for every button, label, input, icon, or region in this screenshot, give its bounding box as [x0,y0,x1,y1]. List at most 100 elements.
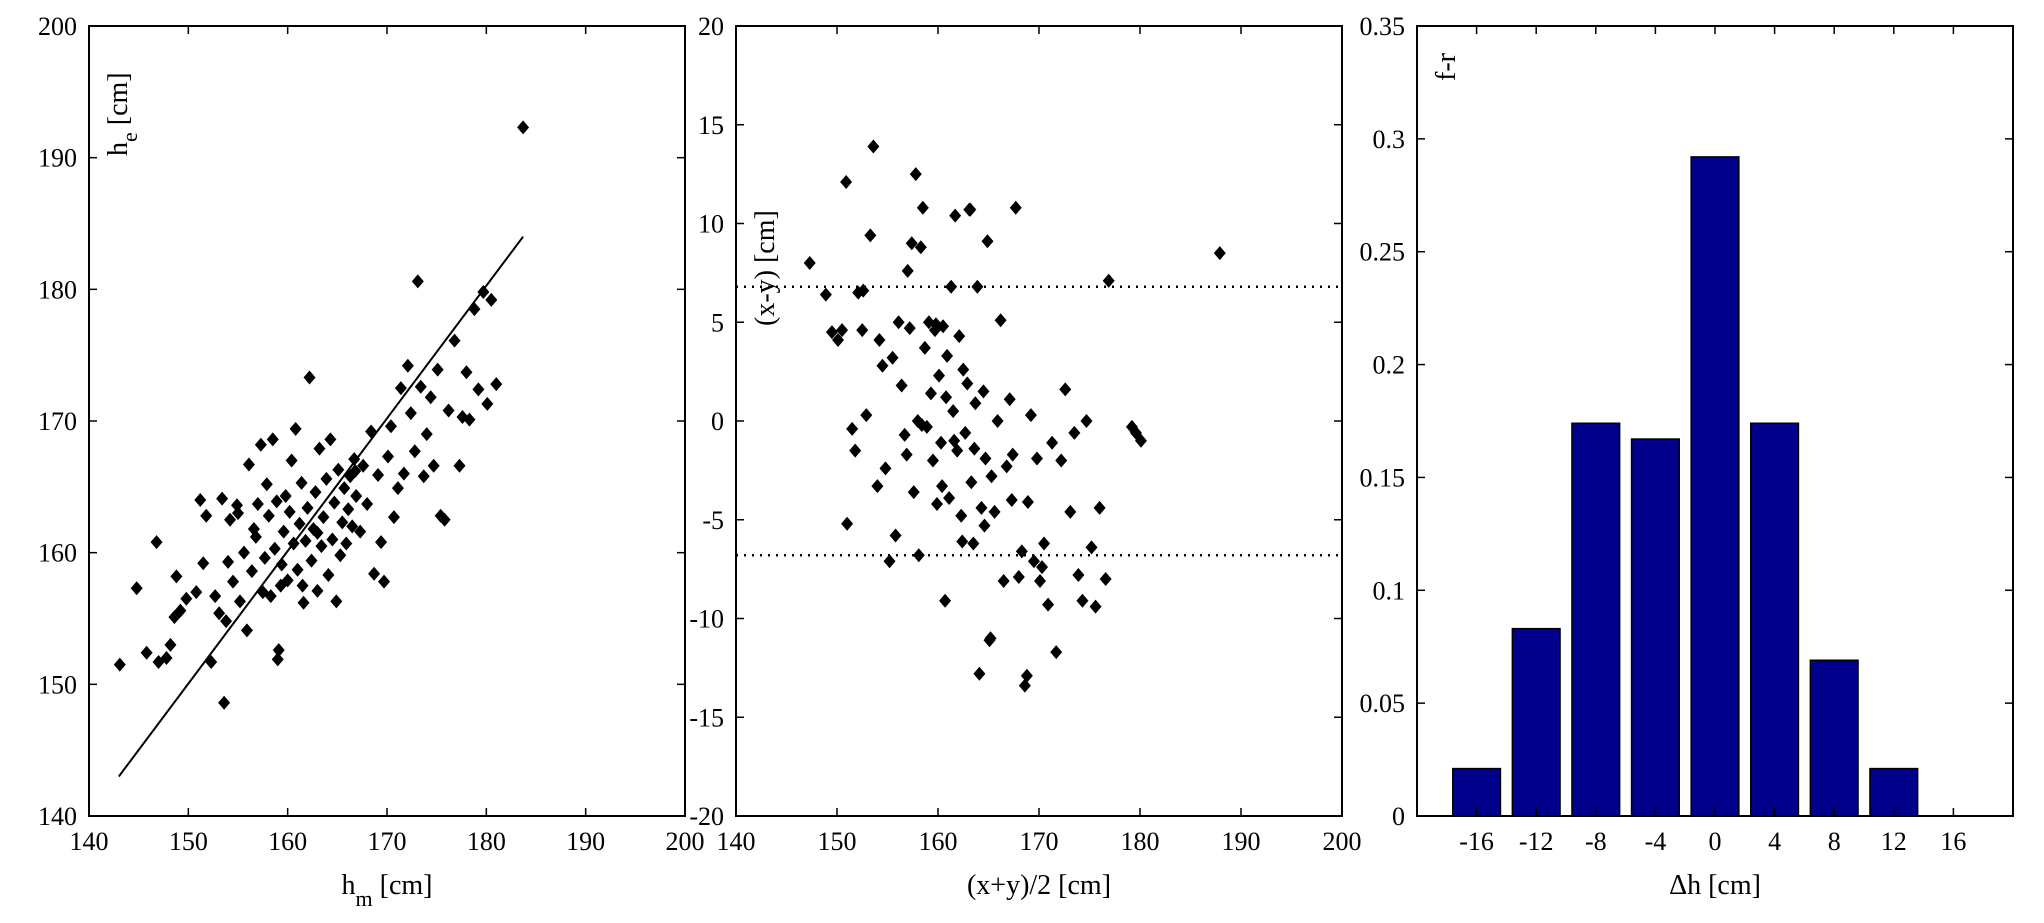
scatter-point [209,589,222,604]
scatter-point [222,554,235,569]
scatter-point [251,496,264,511]
y-axis-label: f-r [1431,52,1462,81]
scatter-point [174,603,187,618]
scatter-point [289,421,302,436]
scatter-point [895,378,908,393]
scatter-point [1036,560,1049,575]
scatter-point [266,432,279,447]
scatter-point [1064,504,1077,519]
scatter-point [368,566,381,581]
y-tick-label: 190 [38,144,77,173]
scatter-point [334,548,347,563]
scatter-point [285,453,298,468]
scatter-point [291,562,304,577]
scatter-point [953,329,966,344]
scatter-point [431,362,444,377]
scatter-point [490,377,503,392]
scatter-point [463,412,476,427]
scatter-point [354,524,367,539]
y-tick-label: 180 [38,275,77,304]
scatter-point [914,240,927,255]
y-tick-label: 200 [38,12,77,41]
scatter-point [971,279,984,294]
scatter-point [283,504,296,519]
regression-line [117,236,524,778]
scatter-point [242,457,255,472]
scatter-point [408,444,421,459]
scatter-point [468,302,481,317]
x-tick-label: 160 [268,827,307,856]
scatter-point [1213,246,1226,261]
scatter-point [1080,414,1093,428]
scatter-point [270,494,283,509]
scatter-point [991,414,1004,428]
scatter-point [378,574,391,589]
scatter-point [819,287,832,302]
bar-panel-frequency: -16 -12 -8 -4 0 4 8 12 16 0 0.05 0.1 0.15 0.2 0.25 0.3 0… [1360,12,2014,901]
scatter-point [1038,536,1051,551]
scatter-point [287,536,300,551]
scatter-point [1068,425,1081,440]
scatter-point [1005,493,1018,507]
scatter-point [907,485,920,500]
y-axis-label: (x-y) [cm] [750,210,781,326]
scatter-point [964,202,977,217]
scatter-point [240,623,253,638]
scatter-point [929,317,942,332]
scatter-point [941,348,954,363]
scatter-point [404,406,417,421]
scatter-point [224,512,237,527]
scatter-point [1006,447,1019,462]
scatter-point [381,449,394,464]
scatter-point [213,606,226,621]
x-tick-label: 190 [566,827,605,856]
scatter-point [384,419,397,434]
x-tick-label: 160 [919,827,958,856]
scatter-point [926,453,939,468]
scatter-point [1050,645,1063,660]
scatter-point [361,496,374,511]
scatter-point [275,557,288,572]
scatter-point [391,481,404,496]
scatter-point [448,333,461,348]
scatter-point [957,362,970,377]
scatter-point [1076,593,1089,608]
y-tick-label: -15 [689,703,724,732]
scatter-point [988,504,1001,519]
scatter-point [956,534,969,549]
scatter-point [856,323,869,338]
x-tick-label: 140 [717,827,756,856]
x-tick-label: 16 [1940,827,1966,856]
scatter-point [979,451,992,466]
y-tick-label: 150 [38,670,77,699]
scatter-point [180,591,193,606]
scatter-point [1059,382,1072,397]
scatter-point [935,435,948,450]
scatter-point [969,396,982,411]
y-axis-label: he [cm] [103,72,142,156]
scatter-point [411,274,424,289]
scatter-point [846,421,859,436]
x-tick-label: -4 [1645,827,1667,856]
scatter-point [968,441,981,456]
scatter-point [901,263,914,278]
scatter-point [871,479,884,494]
scatter-point [981,234,994,249]
scatter-point [401,358,414,373]
histogram-bar [1690,156,1740,817]
scatter-point [194,493,207,507]
x-tick-label: 150 [169,827,208,856]
y-tick-label: -20 [689,802,724,831]
scatter-point [933,368,946,383]
scatter-point [930,496,943,511]
scatter-point [346,519,359,534]
y-tick-label: -5 [702,506,724,535]
scatter-point [264,589,277,604]
scatter-point [1072,568,1085,583]
scatter-point [1046,435,1059,450]
y-tick-label: 0.15 [1360,463,1406,492]
scatter-point [271,652,284,667]
scatter-point [299,533,312,548]
y-tick-label: 0 [711,407,724,436]
